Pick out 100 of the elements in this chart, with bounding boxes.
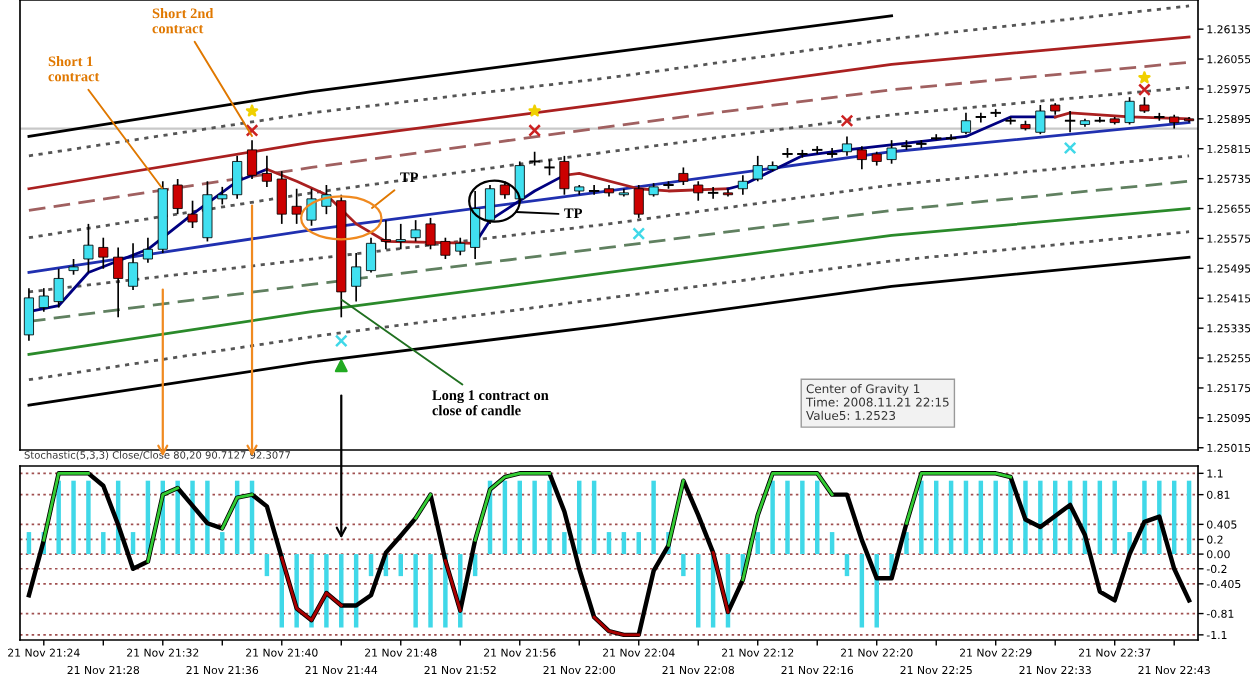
candlestick: [306, 187, 317, 227]
line-series: [26, 471, 1192, 638]
candlestick: [960, 112, 971, 136]
candlestick: [989, 108, 1002, 118]
point: [245, 123, 259, 137]
bar: [324, 554, 329, 628]
candlestick: [172, 178, 183, 215]
point: [632, 227, 646, 241]
candlestick: [1153, 112, 1166, 122]
bar: [696, 554, 701, 628]
line-series: [27, 154, 1191, 294]
bar: [398, 554, 403, 577]
bar: [859, 554, 865, 628]
bar: [220, 532, 225, 555]
point: [840, 114, 854, 128]
bar: [785, 480, 790, 555]
line-series: [726, 115, 1057, 191]
bar: [190, 480, 195, 555]
bar: [86, 480, 91, 555]
bar: [26, 532, 32, 555]
bar: [264, 554, 270, 577]
bar: [770, 480, 775, 555]
candlestick: [113, 246, 124, 319]
bar: [829, 532, 835, 555]
candlestick: [1124, 96, 1135, 126]
line-series: [27, 230, 1191, 382]
bar: [755, 532, 760, 555]
bar: [413, 554, 418, 628]
bar: [606, 532, 612, 555]
candlestick: [811, 145, 824, 155]
bar: [339, 554, 344, 628]
candlestick: [395, 223, 406, 251]
candlestick: [291, 187, 302, 225]
bar: [993, 480, 998, 555]
line-series: [27, 35, 1191, 191]
bar: [1112, 480, 1117, 555]
candlestick: [232, 155, 243, 200]
candlestick: [98, 236, 109, 270]
line-series: [473, 471, 551, 542]
candlestick: [410, 219, 421, 243]
bar: [1008, 480, 1013, 555]
bar: [547, 480, 552, 555]
candlestick: [365, 236, 377, 274]
line-series: [27, 207, 1191, 356]
bar: [621, 532, 627, 555]
bar: [1038, 480, 1043, 555]
bar: [919, 480, 924, 555]
point: [1138, 71, 1151, 84]
candlestick: [825, 147, 839, 159]
bar: [636, 532, 641, 555]
candlestick: [693, 180, 704, 202]
point: [1063, 141, 1077, 155]
bar: [71, 480, 76, 555]
candlestick: [886, 139, 897, 165]
candlestick: [633, 184, 644, 219]
candlestick: [351, 252, 362, 303]
bar: [651, 480, 656, 555]
bar: [130, 532, 136, 555]
candlestick: [380, 219, 391, 251]
point: [1138, 83, 1151, 97]
bar: [428, 554, 433, 628]
line-series: [280, 556, 343, 622]
bar: [309, 554, 314, 628]
candlestick: [261, 155, 272, 188]
candlestick: [83, 223, 94, 274]
candlestick: [128, 242, 139, 291]
candlestick: [247, 139, 258, 180]
bar: [175, 480, 180, 555]
candlestick: [187, 199, 198, 229]
candlestick: [752, 155, 763, 183]
bar: [800, 480, 805, 555]
line-series: [27, 121, 1191, 274]
line-series: [27, 255, 1191, 407]
bar: [56, 480, 61, 555]
candlestick: [1035, 104, 1046, 136]
candlestick: [737, 174, 748, 196]
bar: [532, 480, 537, 555]
line-series: [741, 471, 834, 582]
candlestick: [202, 180, 213, 243]
candlestick: [142, 236, 153, 264]
line-series: [27, 4, 1191, 158]
point: [245, 104, 259, 117]
line-series: [27, 86, 1191, 240]
candlestick: [559, 155, 570, 196]
candlestick: [706, 186, 720, 200]
candlestick: [974, 112, 988, 124]
bar: [101, 532, 106, 555]
candlestick: [276, 170, 287, 225]
candlestick: [856, 145, 867, 171]
candlestick: [440, 236, 451, 260]
bar: [205, 480, 210, 555]
candlestick: [38, 287, 49, 313]
bar: [1142, 480, 1147, 555]
candlestick: [53, 267, 64, 309]
bar: [904, 532, 909, 555]
candlestick: [1063, 110, 1077, 134]
bar: [562, 532, 567, 555]
candlestick: [425, 217, 436, 251]
point: [528, 123, 542, 137]
point: [528, 104, 541, 117]
